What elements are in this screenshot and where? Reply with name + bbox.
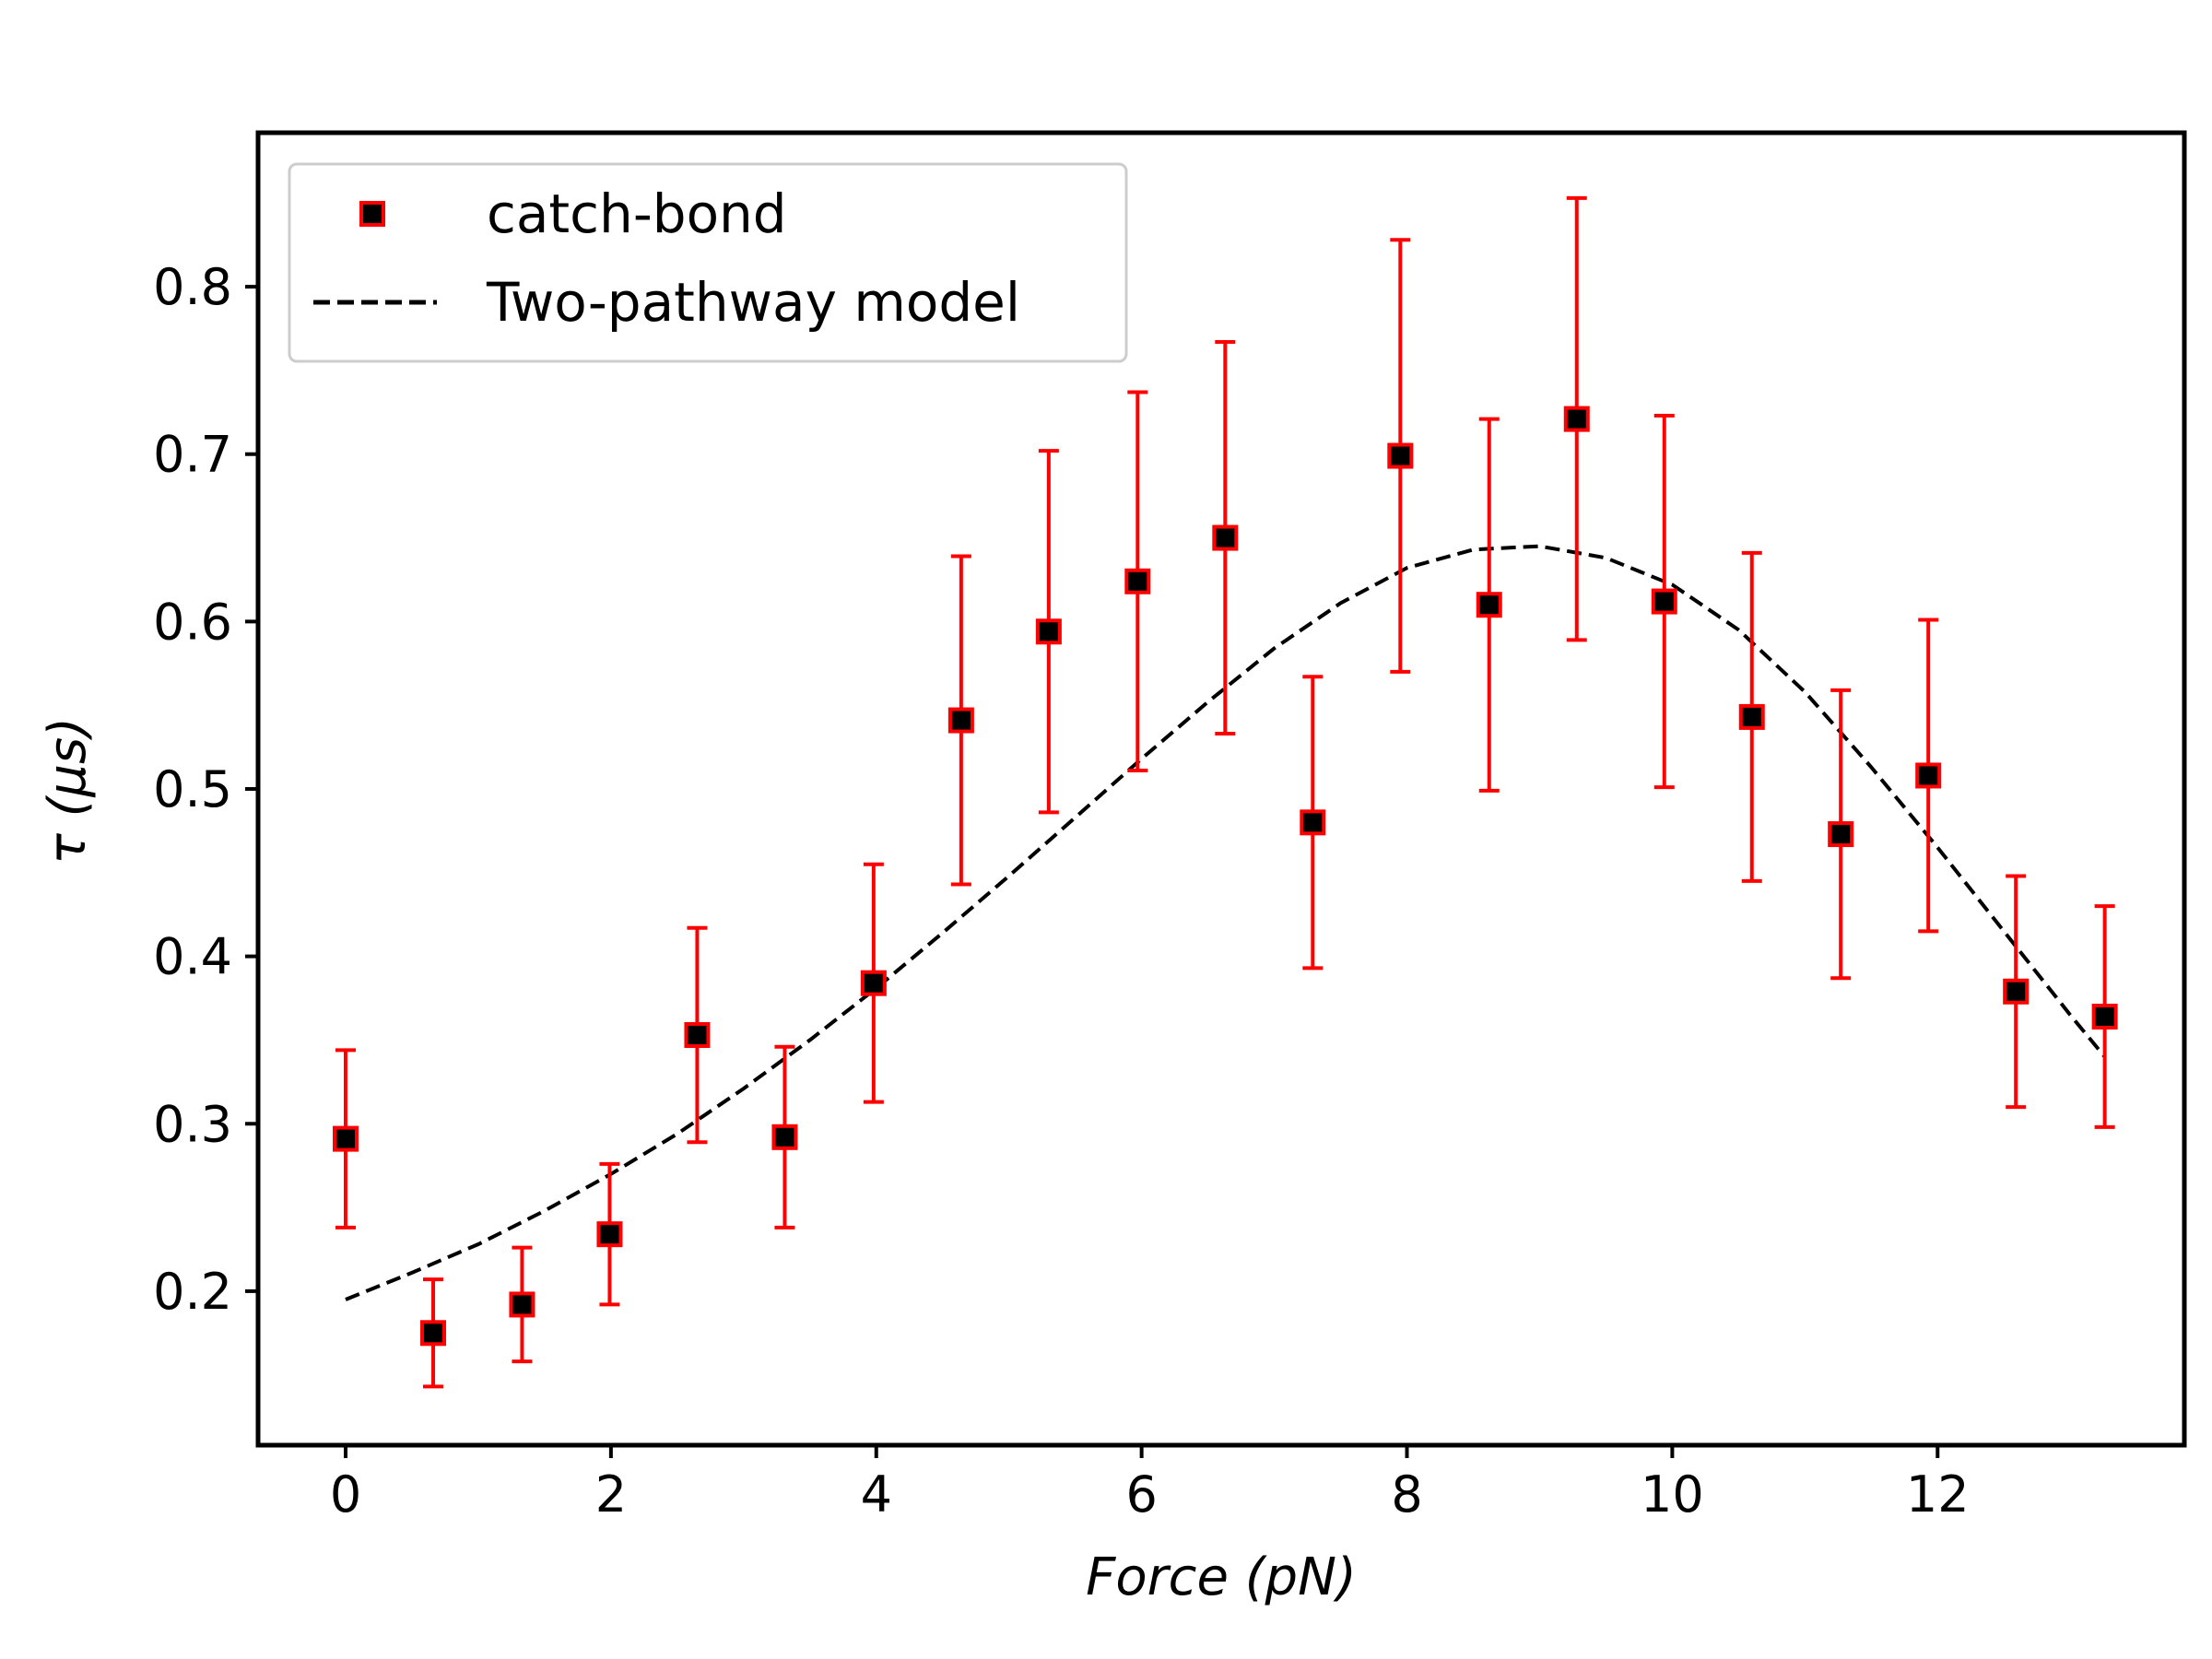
data-point	[420, 1320, 446, 1347]
legend-marker-catch-bond	[359, 201, 385, 227]
data-point	[1563, 406, 1590, 432]
data-point	[509, 1291, 535, 1318]
y-tick-label: 0.2	[153, 1263, 232, 1321]
x-tick-label: 10	[1641, 1465, 1704, 1524]
x-tick-label: 12	[1906, 1465, 1970, 1524]
data-point	[2003, 978, 2030, 1005]
data-point	[333, 1125, 359, 1152]
y-axis-label: τ (μs)	[38, 717, 98, 865]
x-tick-label: 6	[1125, 1465, 1157, 1524]
x-tick-label: 8	[1391, 1465, 1422, 1524]
data-point	[1651, 588, 1677, 615]
x-tick-label: 2	[595, 1465, 627, 1524]
data-point	[1387, 442, 1414, 469]
data-point	[1738, 703, 1765, 730]
legend: catch-bond Two-pathway model	[288, 162, 1128, 363]
y-tick-label: 0.8	[153, 258, 232, 316]
x-axis-label: Force (pN)	[1086, 1547, 1357, 1607]
data-point	[1035, 618, 1062, 645]
data-point	[947, 707, 974, 734]
data-point	[1828, 821, 1854, 848]
y-tick-label: 0.6	[153, 593, 232, 651]
model-curve	[345, 544, 2107, 1301]
x-tick-label: 4	[861, 1465, 892, 1524]
y-tick-label: 0.3	[153, 1095, 232, 1153]
data-point	[2091, 1004, 2118, 1030]
data-point	[596, 1221, 623, 1248]
data-point	[1124, 568, 1151, 594]
data-point	[1476, 592, 1502, 618]
data-point	[860, 970, 887, 996]
y-tick-label: 0.7	[153, 426, 232, 484]
data-point	[1212, 524, 1239, 551]
ticks-layer: 0 2 4 6 8 10 12 0.2 0.3 0.4 0.5 0.6 0.7 0.8	[153, 258, 1970, 1524]
y-tick-label: 0.4	[153, 928, 232, 986]
y-tick-label: 0.5	[153, 760, 232, 818]
marks-layer	[333, 195, 2118, 1389]
legend-frame	[288, 162, 1128, 363]
data-point	[771, 1124, 798, 1150]
x-tick-label: 0	[330, 1465, 361, 1524]
data-point	[1915, 762, 1942, 789]
data-point	[1300, 809, 1326, 836]
legend-label-catch-bond: catch-bond	[487, 182, 787, 245]
legend-label-model: Two-pathway model	[486, 271, 1020, 334]
data-point	[684, 1022, 711, 1048]
